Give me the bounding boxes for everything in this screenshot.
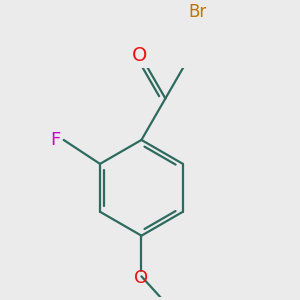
Text: Br: Br	[189, 3, 207, 21]
Text: O: O	[134, 269, 148, 287]
Text: O: O	[132, 46, 147, 65]
Text: F: F	[50, 131, 60, 149]
